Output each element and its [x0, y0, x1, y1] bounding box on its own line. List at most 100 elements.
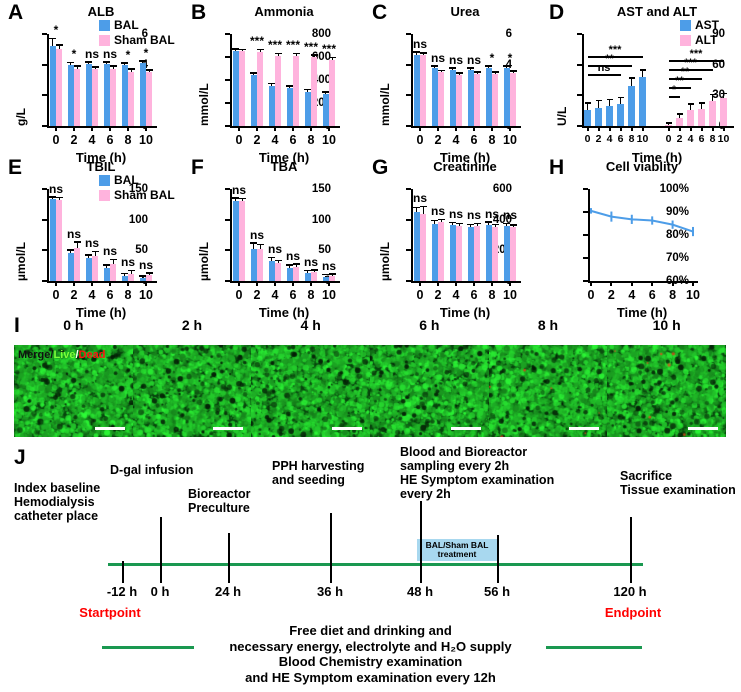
y-axis-F — [230, 189, 232, 282]
overlay-dead-text: Dead — [78, 349, 106, 361]
error-bar — [148, 70, 151, 73]
significance-marker: * — [53, 23, 59, 38]
error-bar — [141, 276, 144, 278]
bar-Sham BAL — [438, 72, 445, 126]
legend-row: BAL — [99, 18, 175, 32]
x-tick — [671, 281, 674, 286]
significance-marker: * — [507, 50, 513, 65]
footer-line: necessary energy, electrolyte and H₂O su… — [229, 638, 512, 654]
error-bar — [234, 49, 237, 51]
bar-Sham BAL — [492, 73, 499, 126]
error-bar — [512, 71, 515, 74]
y-axis-A — [47, 34, 49, 127]
bar-Sham BAL — [74, 68, 81, 126]
timeline-event-line: and seeding — [272, 473, 345, 487]
x-tick — [689, 126, 692, 131]
error-bar — [487, 66, 490, 69]
bar-Sham BAL — [128, 71, 135, 126]
error-cap — [103, 61, 111, 63]
x-tick-label: 0 — [665, 133, 672, 145]
timepoint-label: 4 h — [300, 317, 321, 333]
significance-marker: ns — [484, 206, 500, 221]
significance-marker: ns — [66, 226, 82, 241]
significance-bracket — [668, 78, 702, 80]
significance-marker: * — [489, 50, 495, 65]
error-cap — [103, 264, 111, 266]
y-tick — [583, 188, 588, 190]
error-bar — [313, 55, 316, 58]
error-bar — [505, 66, 508, 69]
bar-BAL — [103, 63, 110, 126]
y-tick — [583, 211, 588, 213]
bar-BAL — [322, 94, 329, 126]
timepoint-label: 0 h — [63, 317, 84, 333]
bar-Sham BAL — [110, 263, 117, 281]
footer-underline-left — [102, 646, 194, 649]
error-cap — [304, 88, 312, 91]
y-tick — [225, 218, 230, 221]
x-tick — [145, 126, 147, 131]
y-tick — [42, 188, 47, 190]
x-tick-label: 6 — [470, 133, 478, 147]
error-cap — [55, 43, 63, 46]
panel-label-E: E — [8, 156, 23, 179]
significance-bracket — [587, 74, 621, 76]
bar-Sham BAL — [420, 55, 427, 126]
error-bar — [51, 197, 54, 200]
y-tick-label: 50 — [135, 244, 148, 257]
bar-BAL — [467, 70, 474, 126]
x-tick — [509, 281, 511, 286]
x-tick — [256, 126, 258, 131]
error-cap — [467, 67, 475, 69]
error-cap — [491, 70, 499, 73]
legend-label: AST — [695, 18, 719, 32]
y-axis-label-C: mmol/L — [378, 83, 392, 126]
axes-H: 60% 70% 80% 90% 100% 0 2 4 6 8 10 — [583, 183, 700, 302]
significance-marker: ns — [120, 255, 136, 270]
significance-bracket — [668, 87, 691, 89]
error-cap — [304, 269, 312, 272]
y-tick — [42, 125, 47, 127]
x-tick-label: 6 — [470, 288, 478, 302]
legend-label: ALT — [695, 33, 718, 47]
significance-marker: ns — [321, 258, 337, 273]
x-tick — [91, 126, 93, 131]
error-cap — [268, 256, 276, 259]
bar-Sham BAL — [110, 68, 117, 126]
y-tick-label: 4 — [506, 59, 512, 71]
startpoint-label: Startpoint — [79, 605, 141, 620]
error-cap — [437, 69, 445, 72]
y-tick — [577, 33, 582, 35]
timeline-time-label: -12 h — [106, 584, 138, 599]
x-axis-label-F: Time (h) — [258, 305, 310, 320]
error-bar — [433, 66, 436, 69]
error-bar — [313, 270, 316, 273]
error-bar — [259, 50, 262, 52]
bar-Sham BAL — [293, 266, 300, 281]
timepoint-label: 2 h — [181, 317, 203, 333]
error-bar — [711, 95, 714, 102]
y-tick-label: 0 — [142, 275, 148, 287]
y-tick — [406, 188, 411, 190]
x-tick — [238, 281, 240, 286]
micrograph-tile — [14, 345, 133, 437]
error-bar — [469, 225, 472, 228]
error-bar — [324, 275, 327, 277]
error-cap — [687, 102, 694, 105]
scale-bar — [331, 427, 362, 430]
timeline-time-label: 24 h — [214, 584, 242, 599]
bar-Sham BAL — [56, 48, 63, 126]
bar-BAL — [250, 75, 257, 126]
y-axis-E — [47, 189, 49, 282]
bar-BAL — [139, 63, 146, 126]
error-cap — [109, 258, 117, 261]
timepoint-label: 6 h — [419, 317, 440, 333]
x-axis-D — [582, 126, 734, 128]
bar-BAL — [286, 88, 293, 126]
error-bar — [494, 72, 497, 74]
error-bar — [112, 260, 115, 264]
error-bar — [241, 199, 244, 202]
error-bar — [112, 66, 115, 69]
x-tick-label: 8 — [124, 288, 132, 302]
